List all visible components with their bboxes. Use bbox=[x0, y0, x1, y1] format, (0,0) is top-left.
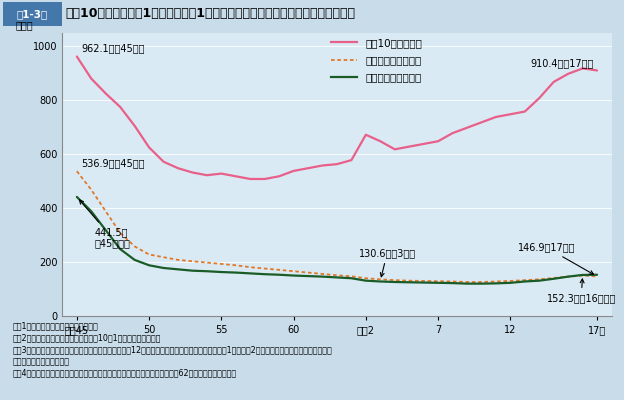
Text: 130.6人（3年）: 130.6人（3年） bbox=[359, 248, 416, 277]
Text: 536.9人（45年）: 536.9人（45年） bbox=[81, 158, 145, 168]
Text: 962.1人（45年）: 962.1人（45年） bbox=[81, 43, 145, 53]
Text: 第1-3図: 第1-3図 bbox=[17, 9, 48, 19]
Text: 人口10万人・自動車1万台・自動車1億走行キロ当たりの交通事故死傷者数の推移: 人口10万人・自動車1万台・自動車1億走行キロ当たりの交通事故死傷者数の推移 bbox=[66, 7, 356, 20]
Text: 注　1　死傷者数は警察庁資料による。
　　2　人口は総務省資料により，各年10月1日現在の値である。
　　3　自動車保有台数は国土交通省資料により，各年12月末: 注 1 死傷者数は警察庁資料による。 2 人口は総務省資料により，各年10月1日… bbox=[12, 322, 332, 378]
Text: （人）: （人） bbox=[16, 20, 33, 30]
Legend: 人口10万人当たり, 自動車１万台当たり, １億走行キロ当たり: 人口10万人当たり, 自動車１万台当たり, １億走行キロ当たり bbox=[331, 38, 422, 82]
Text: 146.9（17年）: 146.9（17年） bbox=[518, 243, 593, 274]
FancyBboxPatch shape bbox=[3, 2, 62, 26]
Text: 152.3人（16年度）: 152.3人（16年度） bbox=[547, 279, 616, 303]
Text: 910.4人（17年）: 910.4人（17年） bbox=[531, 58, 594, 68]
Text: 441.5人
（45年度）: 441.5人 （45年度） bbox=[79, 200, 130, 248]
